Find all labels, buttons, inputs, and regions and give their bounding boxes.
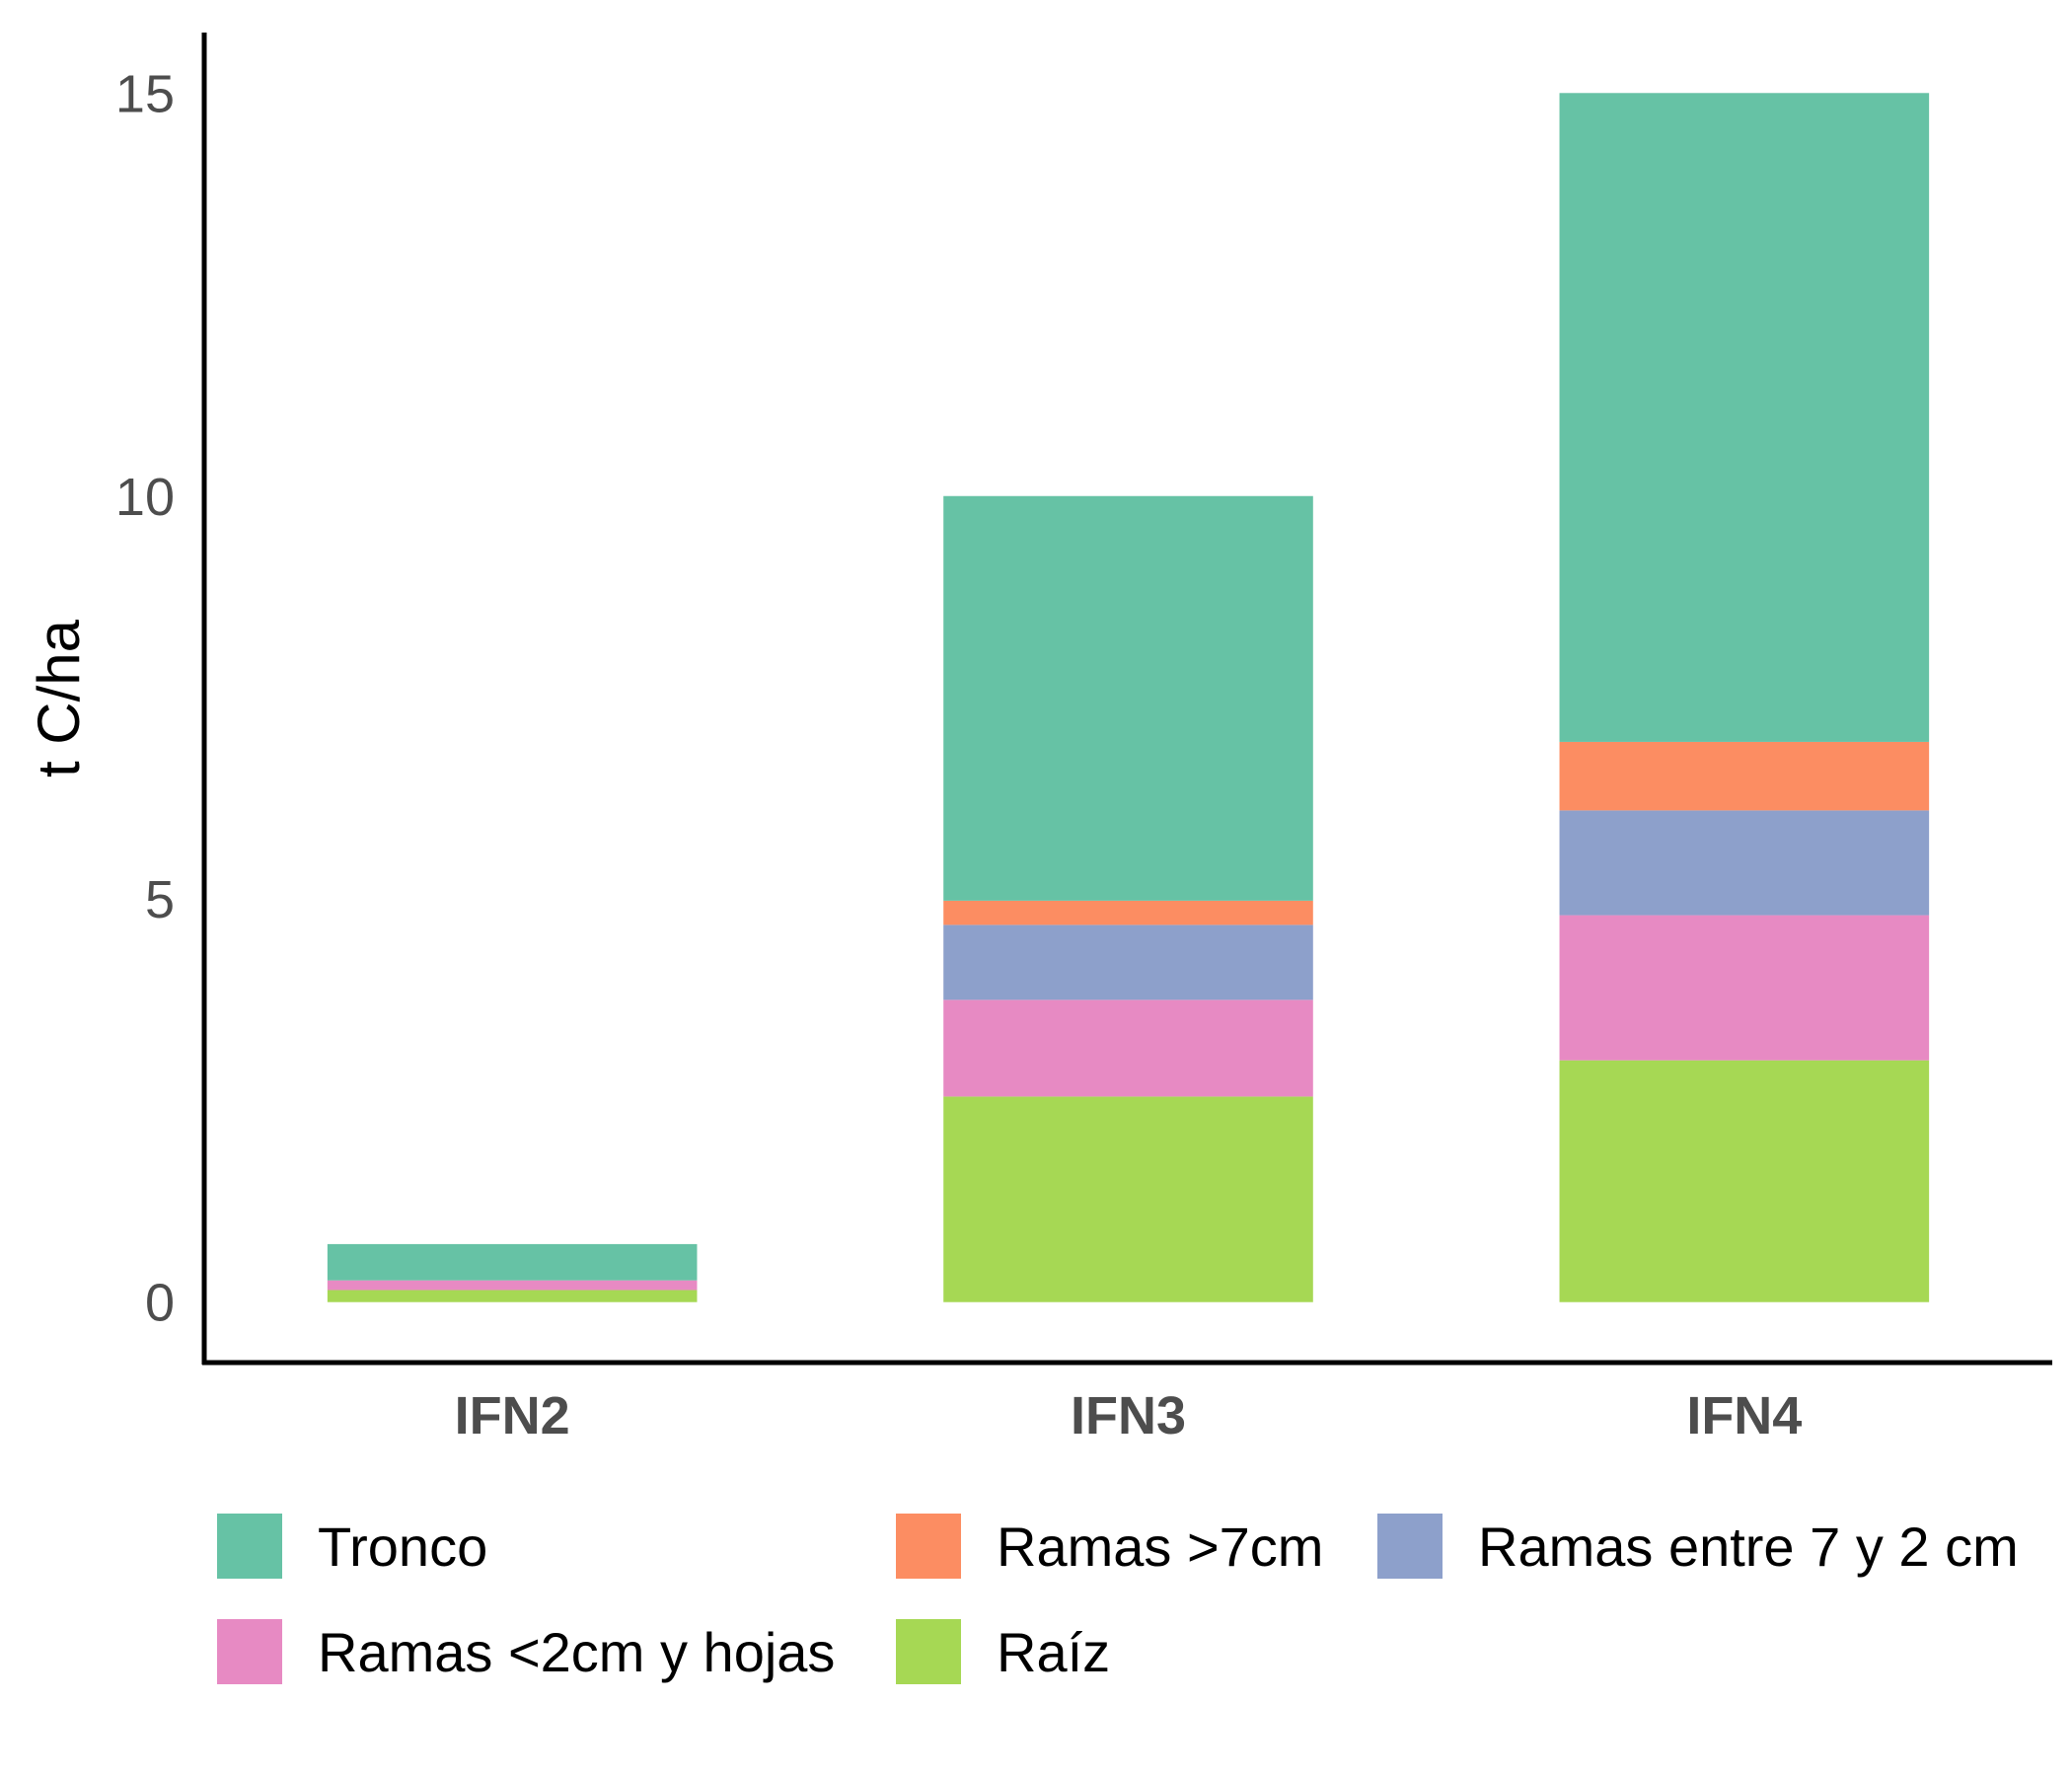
legend-swatch <box>1377 1514 1443 1579</box>
bar-segment-ifn2 <box>327 1243 698 1281</box>
legend-swatch <box>896 1514 961 1579</box>
x-tick-label: IFN3 <box>1071 1386 1186 1445</box>
bar-segment-ifn2 <box>327 1280 698 1291</box>
bar-segment-ifn4 <box>1559 915 1930 1061</box>
bar-segment-ifn3 <box>943 999 1313 1097</box>
y-tick-label: 0 <box>145 1274 175 1333</box>
legend-swatch <box>217 1619 282 1684</box>
legend-label: Ramas <2cm y hojas <box>318 1621 835 1683</box>
bar-segment-ifn4 <box>1559 741 1930 811</box>
bar-segment-ifn3 <box>943 1096 1313 1302</box>
legend-label: Ramas entre 7 y 2 cm <box>1478 1516 2019 1578</box>
legend-label: Tronco <box>318 1516 487 1578</box>
bar-segment-ifn3 <box>943 900 1313 925</box>
y-tick-label: 10 <box>115 468 175 527</box>
legend-swatch <box>896 1619 961 1684</box>
legend-label: Ramas >7cm <box>997 1516 1323 1578</box>
x-tick-labels: IFN2 IFN3 IFN4 <box>455 1386 1803 1445</box>
legend-swatch <box>217 1514 282 1579</box>
y-tick-labels: 0 5 10 15 <box>115 64 175 1332</box>
bar-segment-ifn4 <box>1559 1060 1930 1302</box>
y-axis-title: t C/ha <box>26 619 92 777</box>
legend: Tronco Ramas >7cm Ramas entre 7 y 2 cm Rama… <box>217 1514 2019 1684</box>
bar-segment-ifn3 <box>943 925 1313 1000</box>
axes-layer <box>201 33 2052 1366</box>
x-tick-label: IFN2 <box>455 1386 570 1445</box>
bar-segment-ifn4 <box>1559 93 1930 742</box>
legend-label: Raíz <box>997 1621 1110 1683</box>
x-tick-label: IFN4 <box>1686 1386 1802 1445</box>
bar-segment-ifn4 <box>1559 810 1930 916</box>
bars-layer <box>327 93 1930 1302</box>
bar-segment-ifn3 <box>943 495 1313 901</box>
y-tick-label: 15 <box>115 64 175 123</box>
y-tick-label: 5 <box>145 870 175 929</box>
bar-segment-ifn2 <box>327 1290 698 1302</box>
